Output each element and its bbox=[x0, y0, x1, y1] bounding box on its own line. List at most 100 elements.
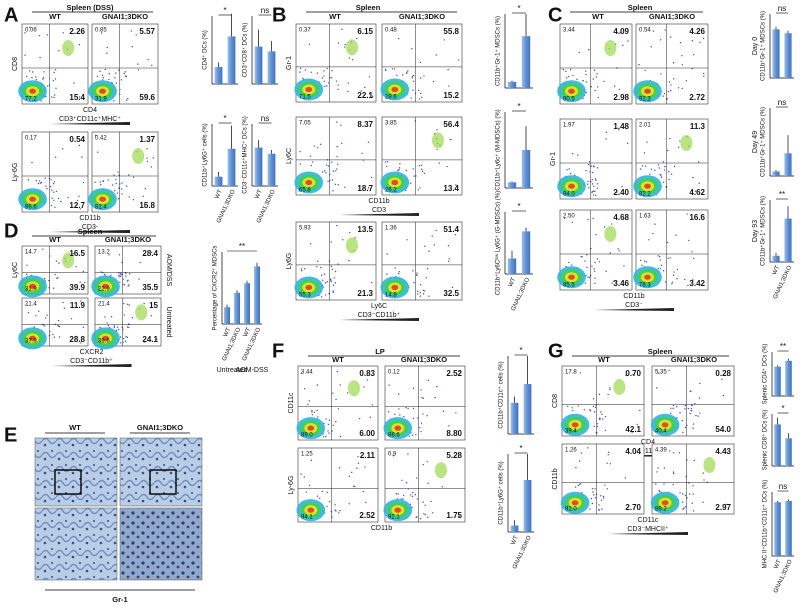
event-dot bbox=[567, 75, 570, 78]
event-dot bbox=[311, 414, 314, 416]
histology-zoom bbox=[34, 507, 118, 581]
event-dot bbox=[107, 325, 110, 327]
bar bbox=[234, 292, 240, 324]
significance: * bbox=[223, 6, 226, 15]
quadrant-value: 8.80 bbox=[446, 429, 462, 438]
event-dot bbox=[572, 74, 574, 77]
event-dot bbox=[454, 234, 457, 236]
event-dot bbox=[299, 67, 302, 70]
y-axis-label: Ly6C bbox=[12, 262, 19, 278]
event-dot bbox=[128, 284, 130, 286]
event-dot bbox=[368, 76, 371, 78]
event-dot bbox=[663, 92, 666, 95]
bar bbox=[267, 51, 276, 84]
event-dot bbox=[412, 80, 415, 82]
event-dot bbox=[139, 261, 141, 264]
event-dot bbox=[120, 79, 123, 81]
density bbox=[135, 304, 148, 321]
event-dot bbox=[322, 279, 324, 281]
event-dot bbox=[312, 161, 314, 163]
event-dot bbox=[593, 185, 595, 187]
quadrant-value: 1.26 bbox=[565, 448, 577, 454]
group-label: GNAI1;3DKO bbox=[671, 355, 717, 364]
event-dot bbox=[110, 274, 112, 276]
event-dot bbox=[684, 408, 686, 410]
event-dot bbox=[702, 72, 705, 75]
event-dot bbox=[596, 423, 599, 425]
quadrant-value: 0.70 bbox=[625, 369, 641, 378]
event-dot bbox=[108, 254, 110, 256]
significance: ns bbox=[778, 98, 786, 107]
bar-side-label: Day 49 bbox=[752, 131, 759, 153]
bar bbox=[507, 182, 517, 188]
bar bbox=[227, 36, 236, 84]
gate-label: CD3⁻CD11c⁺MHC⁺ bbox=[617, 448, 679, 455]
event-dot bbox=[124, 75, 127, 77]
event-dot bbox=[677, 87, 680, 89]
quadrant-value: 59.6 bbox=[139, 93, 155, 102]
event-dot bbox=[82, 270, 85, 273]
event-dot bbox=[300, 268, 303, 270]
event-dot bbox=[585, 91, 587, 94]
event-dot bbox=[591, 487, 594, 490]
event-dot bbox=[43, 325, 46, 327]
event-dot bbox=[703, 479, 705, 481]
quadrant-value: 22.9 bbox=[98, 287, 110, 293]
event-dot bbox=[577, 405, 579, 407]
event-dot bbox=[593, 268, 595, 270]
event-dot bbox=[103, 273, 106, 276]
quadrant-value: 92.1 bbox=[388, 515, 400, 521]
event-dot bbox=[76, 137, 78, 139]
event-dot bbox=[35, 315, 37, 317]
event-dot bbox=[411, 491, 414, 494]
event-dot bbox=[326, 281, 329, 283]
event-dot bbox=[626, 142, 629, 145]
density bbox=[29, 88, 36, 94]
density bbox=[613, 379, 626, 395]
event-dot bbox=[45, 185, 47, 187]
event-dot bbox=[336, 146, 338, 148]
quadrant-value: 6.00 bbox=[359, 429, 375, 438]
quadrant-value: 3.85 bbox=[385, 121, 397, 127]
bar bbox=[774, 424, 781, 466]
density bbox=[102, 335, 109, 341]
event-dot bbox=[412, 387, 415, 390]
event-dot bbox=[328, 432, 330, 434]
event-dot bbox=[614, 85, 616, 88]
event-dot bbox=[370, 176, 373, 179]
event-dot bbox=[677, 146, 680, 149]
event-dot bbox=[46, 188, 48, 190]
event-dot bbox=[110, 316, 113, 318]
density bbox=[644, 88, 651, 94]
event-dot bbox=[26, 264, 28, 267]
event-dot bbox=[55, 260, 58, 262]
event-dot bbox=[427, 482, 429, 484]
gate-label: CD3⁻MHCII⁺ bbox=[627, 526, 669, 533]
event-dot bbox=[601, 418, 604, 420]
event-dot bbox=[421, 170, 424, 173]
event-dot bbox=[348, 259, 350, 262]
event-dot bbox=[699, 382, 701, 385]
event-dot bbox=[27, 179, 30, 181]
y-axis-label: CD8 bbox=[12, 57, 19, 71]
event-dot bbox=[384, 161, 387, 163]
event-dot bbox=[318, 497, 321, 500]
event-dot bbox=[62, 32, 64, 34]
event-dot bbox=[125, 275, 127, 277]
event-dot bbox=[594, 497, 597, 499]
x-axis-label: CD11c bbox=[638, 517, 659, 524]
group-label: GNAI1;3DKO bbox=[399, 12, 445, 21]
event-dot bbox=[692, 423, 695, 425]
event-dot bbox=[310, 71, 313, 73]
event-dot bbox=[434, 396, 437, 399]
event-dot bbox=[323, 75, 325, 77]
event-dot bbox=[50, 96, 53, 98]
event-dot bbox=[408, 435, 411, 437]
event-dot bbox=[99, 184, 102, 186]
event-dot bbox=[358, 417, 361, 420]
event-dot bbox=[331, 69, 333, 72]
event-dot bbox=[688, 239, 690, 242]
event-dot bbox=[420, 430, 422, 433]
quadrant-value: 21.3 bbox=[357, 289, 373, 298]
event-dot bbox=[121, 261, 123, 264]
